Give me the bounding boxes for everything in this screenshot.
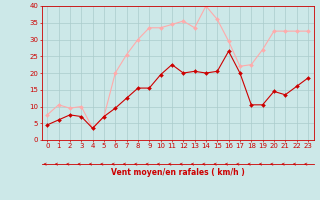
X-axis label: Vent moyen/en rafales ( km/h ): Vent moyen/en rafales ( km/h )	[111, 168, 244, 177]
